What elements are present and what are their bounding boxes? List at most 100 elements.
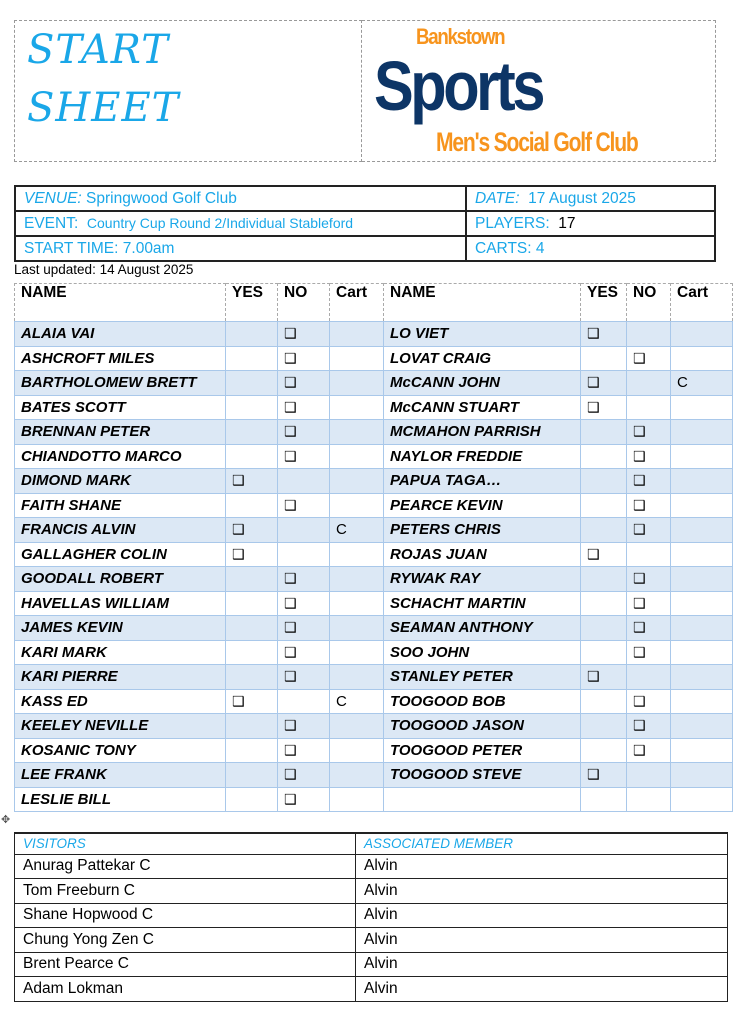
checkbox-icon[interactable]: ❑ xyxy=(633,448,646,465)
yes-cell[interactable] xyxy=(225,639,278,665)
yes-cell[interactable] xyxy=(225,664,278,690)
checkbox-icon[interactable]: ❑ xyxy=(633,497,646,514)
yes-cell[interactable] xyxy=(580,615,627,641)
yes-cell[interactable] xyxy=(580,590,627,616)
yes-cell[interactable] xyxy=(225,370,278,396)
checkbox-icon[interactable]: ❑ xyxy=(633,350,646,367)
no-cell[interactable]: ❑ xyxy=(626,713,671,739)
checkbox-icon[interactable]: ❑ xyxy=(284,791,297,808)
checkbox-icon[interactable]: ❑ xyxy=(284,669,297,686)
no-cell[interactable] xyxy=(626,370,671,396)
checkbox-icon[interactable]: ❑ xyxy=(633,595,646,612)
checkbox-icon[interactable]: ❑ xyxy=(587,669,600,686)
no-cell[interactable]: ❑ xyxy=(277,492,330,518)
no-cell[interactable] xyxy=(626,321,671,347)
no-cell[interactable]: ❑ xyxy=(277,370,330,396)
no-cell[interactable]: ❑ xyxy=(277,394,330,420)
checkbox-icon[interactable]: ❑ xyxy=(284,595,297,612)
no-cell[interactable]: ❑ xyxy=(626,517,671,543)
yes-cell[interactable]: ❑ xyxy=(225,541,278,567)
yes-cell[interactable]: ❑ xyxy=(580,664,627,690)
checkbox-icon[interactable]: ❑ xyxy=(284,497,297,514)
yes-cell[interactable] xyxy=(225,762,278,788)
checkbox-icon[interactable]: ❑ xyxy=(633,693,646,710)
no-cell[interactable]: ❑ xyxy=(626,492,671,518)
no-cell[interactable]: ❑ xyxy=(277,639,330,665)
no-cell[interactable]: ❑ xyxy=(277,762,330,788)
yes-cell[interactable] xyxy=(580,713,627,739)
yes-cell[interactable] xyxy=(225,321,278,347)
no-cell[interactable] xyxy=(626,394,671,420)
no-cell[interactable] xyxy=(626,762,671,788)
no-cell[interactable]: ❑ xyxy=(277,713,330,739)
no-cell[interactable]: ❑ xyxy=(277,321,330,347)
yes-cell[interactable]: ❑ xyxy=(580,541,627,567)
yes-cell[interactable] xyxy=(580,639,627,665)
checkbox-icon[interactable]: ❑ xyxy=(284,424,297,441)
yes-cell[interactable] xyxy=(225,737,278,763)
yes-cell[interactable]: ❑ xyxy=(580,762,627,788)
table-move-handle-icon[interactable]: ✥ xyxy=(1,814,11,826)
yes-cell[interactable] xyxy=(225,786,278,812)
yes-cell[interactable] xyxy=(580,345,627,371)
checkbox-icon[interactable]: ❑ xyxy=(587,767,600,784)
yes-cell[interactable] xyxy=(225,713,278,739)
yes-cell[interactable] xyxy=(580,688,627,714)
no-cell[interactable] xyxy=(277,468,330,494)
yes-cell[interactable] xyxy=(580,443,627,469)
checkbox-icon[interactable]: ❑ xyxy=(587,375,600,392)
no-cell[interactable]: ❑ xyxy=(277,786,330,812)
no-cell[interactable]: ❑ xyxy=(277,566,330,592)
checkbox-icon[interactable]: ❑ xyxy=(633,742,646,759)
no-cell[interactable]: ❑ xyxy=(626,566,671,592)
no-cell[interactable]: ❑ xyxy=(626,688,671,714)
no-cell[interactable]: ❑ xyxy=(626,345,671,371)
no-cell[interactable]: ❑ xyxy=(626,737,671,763)
no-cell[interactable]: ❑ xyxy=(277,737,330,763)
no-cell[interactable] xyxy=(277,541,330,567)
checkbox-icon[interactable]: ❑ xyxy=(633,424,646,441)
no-cell[interactable]: ❑ xyxy=(277,664,330,690)
checkbox-icon[interactable]: ❑ xyxy=(633,718,646,735)
yes-cell[interactable]: ❑ xyxy=(580,321,627,347)
checkbox-icon[interactable]: ❑ xyxy=(284,742,297,759)
yes-cell[interactable]: ❑ xyxy=(580,370,627,396)
no-cell[interactable]: ❑ xyxy=(277,443,330,469)
no-cell[interactable]: ❑ xyxy=(277,590,330,616)
yes-cell[interactable] xyxy=(580,468,627,494)
no-cell[interactable]: ❑ xyxy=(626,419,671,445)
checkbox-icon[interactable]: ❑ xyxy=(232,522,245,539)
checkbox-icon[interactable]: ❑ xyxy=(633,571,646,588)
yes-cell[interactable] xyxy=(225,345,278,371)
no-cell[interactable]: ❑ xyxy=(277,345,330,371)
checkbox-icon[interactable]: ❑ xyxy=(587,399,600,416)
yes-cell[interactable] xyxy=(580,566,627,592)
no-cell[interactable]: ❑ xyxy=(277,615,330,641)
no-cell[interactable]: ❑ xyxy=(626,615,671,641)
checkbox-icon[interactable]: ❑ xyxy=(232,546,245,563)
yes-cell[interactable] xyxy=(225,492,278,518)
yes-cell[interactable] xyxy=(580,517,627,543)
checkbox-icon[interactable]: ❑ xyxy=(284,767,297,784)
yes-cell[interactable] xyxy=(225,590,278,616)
yes-cell[interactable] xyxy=(580,737,627,763)
yes-cell[interactable] xyxy=(225,615,278,641)
no-cell[interactable] xyxy=(277,517,330,543)
checkbox-icon[interactable]: ❑ xyxy=(587,326,600,343)
checkbox-icon[interactable]: ❑ xyxy=(232,473,245,490)
checkbox-icon[interactable]: ❑ xyxy=(284,644,297,661)
no-cell[interactable]: ❑ xyxy=(626,468,671,494)
checkbox-icon[interactable]: ❑ xyxy=(633,522,646,539)
no-cell[interactable]: ❑ xyxy=(626,639,671,665)
checkbox-icon[interactable]: ❑ xyxy=(284,326,297,343)
yes-cell[interactable]: ❑ xyxy=(580,394,627,420)
yes-cell[interactable] xyxy=(580,419,627,445)
no-cell[interactable] xyxy=(626,664,671,690)
checkbox-icon[interactable]: ❑ xyxy=(284,448,297,465)
checkbox-icon[interactable]: ❑ xyxy=(284,350,297,367)
yes-cell[interactable]: ❑ xyxy=(225,468,278,494)
checkbox-icon[interactable]: ❑ xyxy=(284,718,297,735)
yes-cell[interactable] xyxy=(225,566,278,592)
no-cell[interactable] xyxy=(277,688,330,714)
yes-cell[interactable]: ❑ xyxy=(225,517,278,543)
